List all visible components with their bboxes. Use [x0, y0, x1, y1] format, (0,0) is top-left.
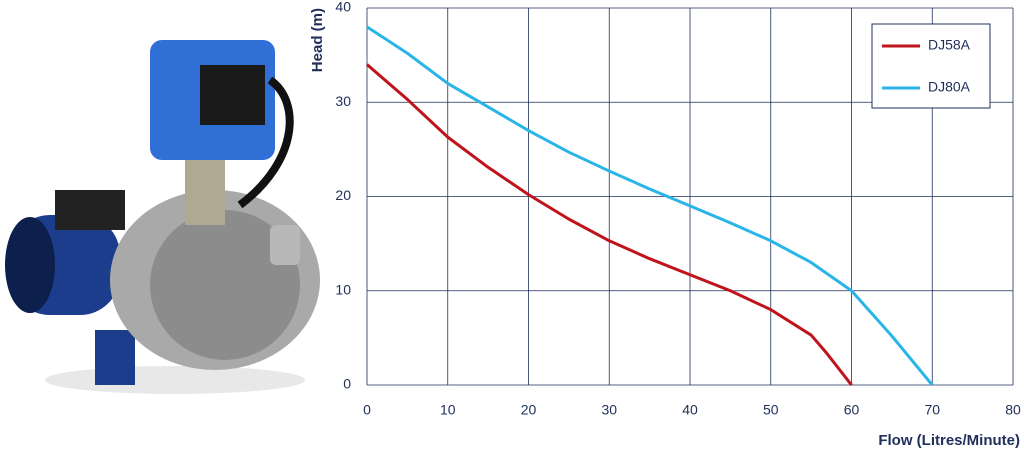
legend: DJ58A DJ80A	[871, 23, 991, 109]
y-axis-label: Head (m)	[309, 8, 326, 72]
x-tick-label: 30	[601, 402, 617, 418]
x-tick-label: 70	[924, 402, 940, 418]
x-tick-label: 60	[844, 402, 860, 418]
legend-label: DJ80A	[928, 79, 971, 95]
data-line	[366, 25, 934, 386]
pump-illustration	[5, 40, 320, 394]
x-tick-label: 0	[363, 402, 371, 418]
x-tick-label: 10	[440, 402, 456, 418]
x-tick-label: 80	[1005, 402, 1021, 418]
x-tick-label: 20	[521, 402, 537, 418]
y-tick-label: 10	[335, 281, 351, 297]
x-tick-label: 40	[682, 402, 698, 418]
y-tick-label: 30	[335, 93, 351, 109]
x-axis-label: Flow (Litres/Minute)	[878, 432, 1020, 449]
y-tick-label: 20	[335, 187, 351, 203]
x-tick-label: 50	[763, 402, 779, 418]
data-line	[366, 63, 853, 386]
y-tick-label: 40	[335, 0, 351, 15]
legend-label: DJ58A	[928, 37, 971, 53]
y-tick-label: 0	[343, 376, 351, 392]
legend-box	[871, 23, 991, 109]
